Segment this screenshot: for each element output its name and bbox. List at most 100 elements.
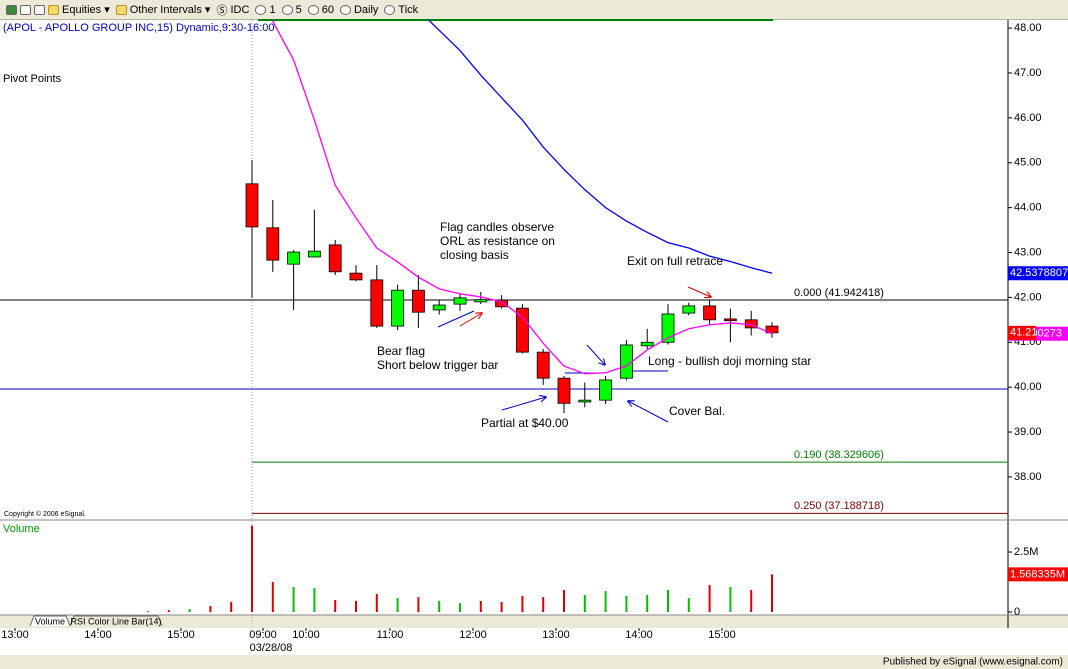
volume-bar [542,597,545,612]
volume-bar [500,601,503,612]
arrow [586,344,605,365]
x-tick-label: 10:00 [292,629,320,641]
y-tick-label: 43.00 [1014,246,1042,258]
time-axis-bg [0,628,1068,655]
copyright: Copyright © 2006 eSignal. [4,510,86,518]
value-box-label: 42.5378807 [1010,267,1068,279]
volume-title: Volume [3,523,40,535]
tab-label[interactable]: Volume [35,616,65,626]
volume-bar [438,600,441,612]
volume-bar [708,585,711,612]
annotation: Partial at $40.00 [481,416,569,430]
candle-body [432,304,446,311]
level-label: 0.000 (41.942418) [794,287,884,299]
candle-body [682,305,696,314]
y-tick-label: 42.00 [1014,291,1042,303]
y-tick-label: 46.00 [1014,112,1042,124]
toolbar-item[interactable]: 1 [255,4,276,16]
candle-body [307,250,321,258]
volume-bar [396,598,399,612]
volume-bar [251,525,253,612]
toolbar-item[interactable]: Daily [339,3,379,16]
volume-bar [687,598,690,612]
toolbar-label: IDC [230,3,250,16]
value-box-label: 41.21 [1010,327,1038,339]
x-tick-label: 12:00 [459,629,487,641]
value-box [1008,266,1068,281]
candle-body [620,344,633,379]
annotation: Short below trigger bar [377,358,498,372]
volume-bar [417,597,420,612]
volume-bar [313,588,316,612]
volume-bar [750,589,753,612]
annotation: ORL as resistance on [440,234,555,248]
volume-bar [625,595,628,612]
candle-body [474,299,488,303]
volume-bar [459,603,461,612]
y-tick-label: 48.00 [1014,22,1042,34]
candle-body [328,244,342,273]
candle-body [724,318,737,322]
moving-average [271,20,773,375]
candle-body [557,377,571,404]
volume-bar [479,600,482,612]
toolbar-item[interactable]: Other Intervals ▾ [115,3,210,16]
toolbar-label: Daily [353,3,379,16]
y-tick-label: 45.00 [1014,157,1042,169]
y-tick-label: 39.00 [1014,426,1042,438]
tab[interactable] [69,615,163,627]
candle-body [266,227,280,261]
annotation: Flag candles observe [440,220,554,234]
value-box-label: 1.568335M [1010,568,1065,580]
toolbar-item[interactable]: 5 [281,3,302,16]
volume-bar [355,600,357,612]
toolbar-label: 60 [321,3,334,16]
annotation-arrows [437,286,711,423]
volume-bar [334,600,337,612]
x-tick-label: 13:00 [1,629,29,641]
toolbar-label: Tick [398,3,419,16]
x-tick-label: 09:00 [249,629,277,641]
annotation: closing basis [440,248,509,262]
toolbar-item[interactable]: Tick [384,4,418,16]
x-tick-label: 14:00 [84,629,112,641]
annotation: Bear flag [377,344,425,358]
subtitle: Pivot Points [3,73,62,85]
volume-bar [209,606,212,612]
toolbar-label: Equities [62,3,102,16]
toolbar-label: Other Intervals [129,3,202,16]
tab-label[interactable]: RSI Color Line Bar(14) [70,616,161,626]
annotation: Long - bullish doji morning star [648,354,811,368]
overlays [271,20,773,375]
toolbar-item[interactable]: Ⓢ IDC [216,3,250,17]
toolbar-label: 5 [295,3,302,16]
footer: Published by eSignal (www.esignal.com) [883,657,1063,668]
y-tick-label: 0 [1014,606,1020,618]
candle-body [578,399,592,403]
candle-body [349,272,363,281]
y-tick-label: 2.5M [1014,546,1038,558]
volume-bar [271,582,274,612]
x-tick-label: 15:00 [708,629,736,641]
toolbar-item[interactable]: 60 [307,3,334,16]
y-tick-label: 44.00 [1014,202,1042,214]
toolbar-item[interactable]: Equities ▾ [6,3,110,16]
footer-bg [0,655,1068,669]
candle-body [599,379,612,401]
x-tick-label: 13:00 [542,629,570,641]
chart-bg [0,20,1068,615]
y-tick-label: 38.00 [1014,471,1042,483]
candle-body [661,313,675,343]
y-tick-label: 47.00 [1014,67,1042,79]
volume-bar [521,595,524,612]
candle-body [453,297,467,305]
value-box [1008,325,1036,340]
candle-body [391,289,405,327]
annotation: Cover Bal. [669,404,725,418]
volume-bar [292,587,295,612]
tab[interactable] [29,615,71,627]
volume-bar [729,587,732,612]
arrow [459,313,482,327]
arrow [687,286,711,297]
